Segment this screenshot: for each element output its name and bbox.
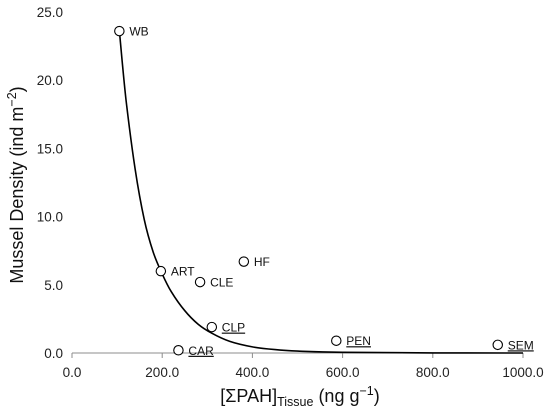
y-tick-label: 20.0	[37, 73, 63, 88]
y-tick-label: 5.0	[44, 278, 63, 293]
y-axis-title: Mussel Density (ind m−2)	[5, 86, 27, 283]
x-tick-label: 800.0	[416, 365, 450, 380]
data-point-art	[155, 265, 167, 277]
x-tick-label: 600.0	[326, 365, 360, 380]
data-point-hf	[238, 256, 250, 267]
y-axis-title-superscript: −2	[5, 92, 19, 106]
data-point-label-pen: PEN	[346, 334, 371, 348]
data-point-labels: WB ART CLE HF CLP CAR PEN SEM	[129, 25, 533, 358]
fit-curve-line	[118, 31, 524, 354]
y-tick-label: 25.0	[37, 5, 63, 20]
x-tick-label: 400.0	[236, 365, 270, 380]
data-point-label-art: ART	[171, 265, 195, 279]
data-point-cle	[194, 276, 206, 288]
x-axis-tick-labels: 0.0 200.0 400.0 600.0 800.0 1000.0	[63, 365, 544, 380]
x-axis-title-subscript: Tissue	[277, 395, 313, 409]
x-axis-title-suffix: )	[374, 386, 380, 406]
y-axis-tick-labels: 0.0 5.0 10.0 15.0 20.0 25.0	[37, 5, 63, 361]
plot-area: 0.0 200.0 400.0 600.0 800.0 1000.0 0.0 5.0 10.0…	[37, 5, 544, 380]
data-point-label-car: CAR	[188, 344, 214, 358]
y-axis-title-main: Mussel Density (ind m	[7, 107, 27, 284]
data-point-car	[173, 345, 184, 356]
data-point-pen	[331, 335, 342, 346]
x-axis-ticks	[71, 353, 524, 358]
y-axis-title-suffix: )	[7, 86, 27, 92]
data-points	[114, 25, 503, 356]
x-tick-label: 200.0	[145, 365, 179, 380]
data-point-sem	[492, 339, 503, 351]
x-axis-title: [ΣPAH]Tissue (ng g−1)	[220, 384, 379, 409]
y-tick-label: 0.0	[44, 346, 63, 361]
data-point-label-sem: SEM	[508, 338, 534, 352]
x-axis-title-superscript: −1	[359, 384, 373, 398]
y-tick-label: 10.0	[37, 210, 63, 225]
data-point-wb	[114, 25, 125, 37]
y-tick-label: 15.0	[37, 141, 63, 156]
data-point-label-hf: HF	[254, 255, 270, 269]
x-tick-label: 1000.0	[502, 365, 543, 380]
data-point-clp	[206, 321, 218, 333]
data-point-label-clp: CLP	[222, 321, 245, 335]
x-tick-label: 0.0	[63, 365, 82, 380]
x-axis-title-main: [ΣPAH]	[220, 386, 277, 406]
data-point-label-wb: WB	[129, 25, 148, 39]
x-axis-title-unit: (ng g	[313, 386, 359, 406]
data-point-label-cle: CLE	[210, 276, 233, 290]
